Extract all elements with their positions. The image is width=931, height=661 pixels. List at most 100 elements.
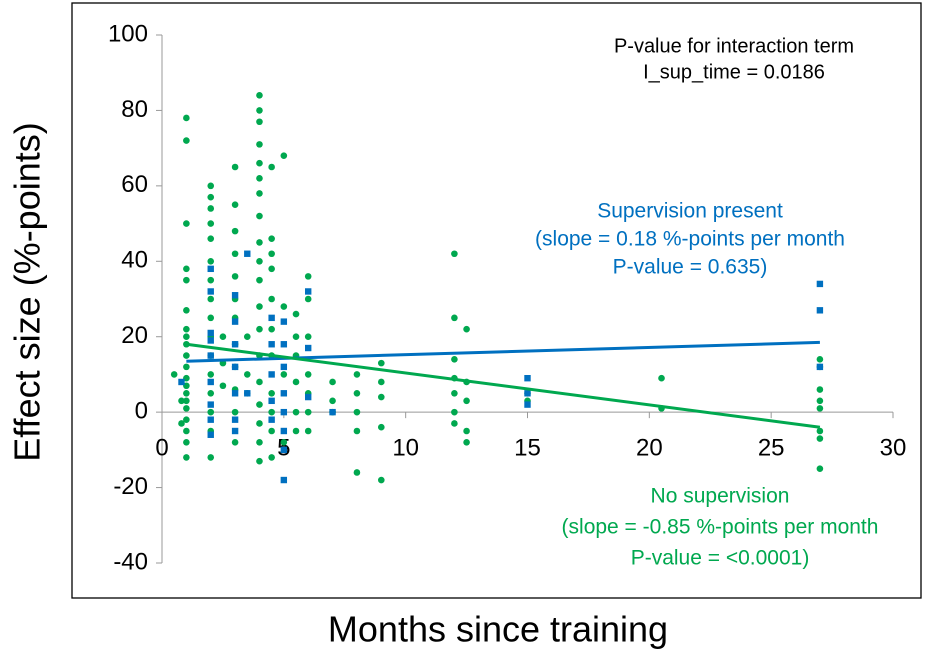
point [268,454,275,461]
fit-line [186,342,821,429]
point [256,439,263,446]
point [207,265,214,273]
y-tick-label: 60 [121,171,148,198]
point [207,352,214,359]
point [378,423,385,431]
y-tick-label: 80 [121,96,148,123]
point [268,235,275,242]
point [256,141,263,148]
point [183,333,190,341]
point [280,390,288,397]
point [463,427,470,435]
point [231,439,239,446]
point [304,427,312,435]
point [816,397,824,405]
point [207,257,215,265]
point [280,152,288,159]
point [305,288,312,295]
point [451,356,458,363]
point [451,408,458,416]
point [207,431,214,438]
point [816,465,824,473]
point [183,307,190,314]
point [207,276,215,284]
point [280,303,288,310]
point [304,371,312,378]
point [463,397,470,405]
point [183,389,190,397]
point [231,408,239,416]
annotation: P-value = 0.635) [613,256,768,279]
point [183,276,190,284]
point [256,175,263,182]
point [816,356,824,363]
point [329,397,336,405]
point [231,163,239,171]
point [353,427,361,435]
point [305,344,312,352]
y-tick-label: 20 [121,322,148,349]
point [292,310,300,318]
x-tick-label: 25 [758,434,785,461]
point [353,371,361,378]
point [207,193,215,201]
x-tick-label: 15 [514,434,541,461]
point [207,454,215,461]
point [183,265,190,273]
point [268,314,275,322]
point [231,390,239,397]
plot-frame [71,2,922,599]
point [304,295,312,303]
point [451,314,458,322]
point [207,337,214,344]
point [256,457,263,465]
point [378,476,385,484]
point [451,389,458,397]
x-axis-label: Months since training [328,609,668,650]
point [280,439,288,446]
y-axis-label: Effect size (%-points) [7,122,48,461]
point [268,341,275,348]
y-tick-label: -40 [113,548,148,575]
point [524,401,531,408]
annotation: (slope = 0.18 %-points per month [535,228,845,251]
point [256,378,263,386]
point [207,295,215,303]
x-tick-label: 0 [155,434,168,461]
point [268,295,275,303]
point [231,250,239,258]
point [178,420,185,427]
point [207,408,215,416]
point [183,454,190,461]
point [207,371,215,378]
point [268,397,275,405]
point [183,427,190,435]
point [231,427,239,435]
point [256,107,263,114]
point [304,333,312,341]
point [207,220,215,227]
point [243,333,251,341]
point [231,341,239,348]
annotation: P-value = <0.0001) [631,547,810,570]
point [256,159,263,167]
point [353,469,361,476]
point [183,439,190,446]
point [231,416,239,423]
point [256,276,263,284]
point [292,408,300,416]
point [231,273,239,280]
point [816,307,824,314]
point [207,314,215,322]
point [463,325,470,333]
point [183,374,190,382]
point [304,408,312,416]
point [816,435,824,442]
point [231,227,239,235]
point [207,182,215,190]
point [280,371,288,378]
point [231,292,239,299]
point [268,250,275,258]
y-tick-label: -20 [113,473,148,500]
